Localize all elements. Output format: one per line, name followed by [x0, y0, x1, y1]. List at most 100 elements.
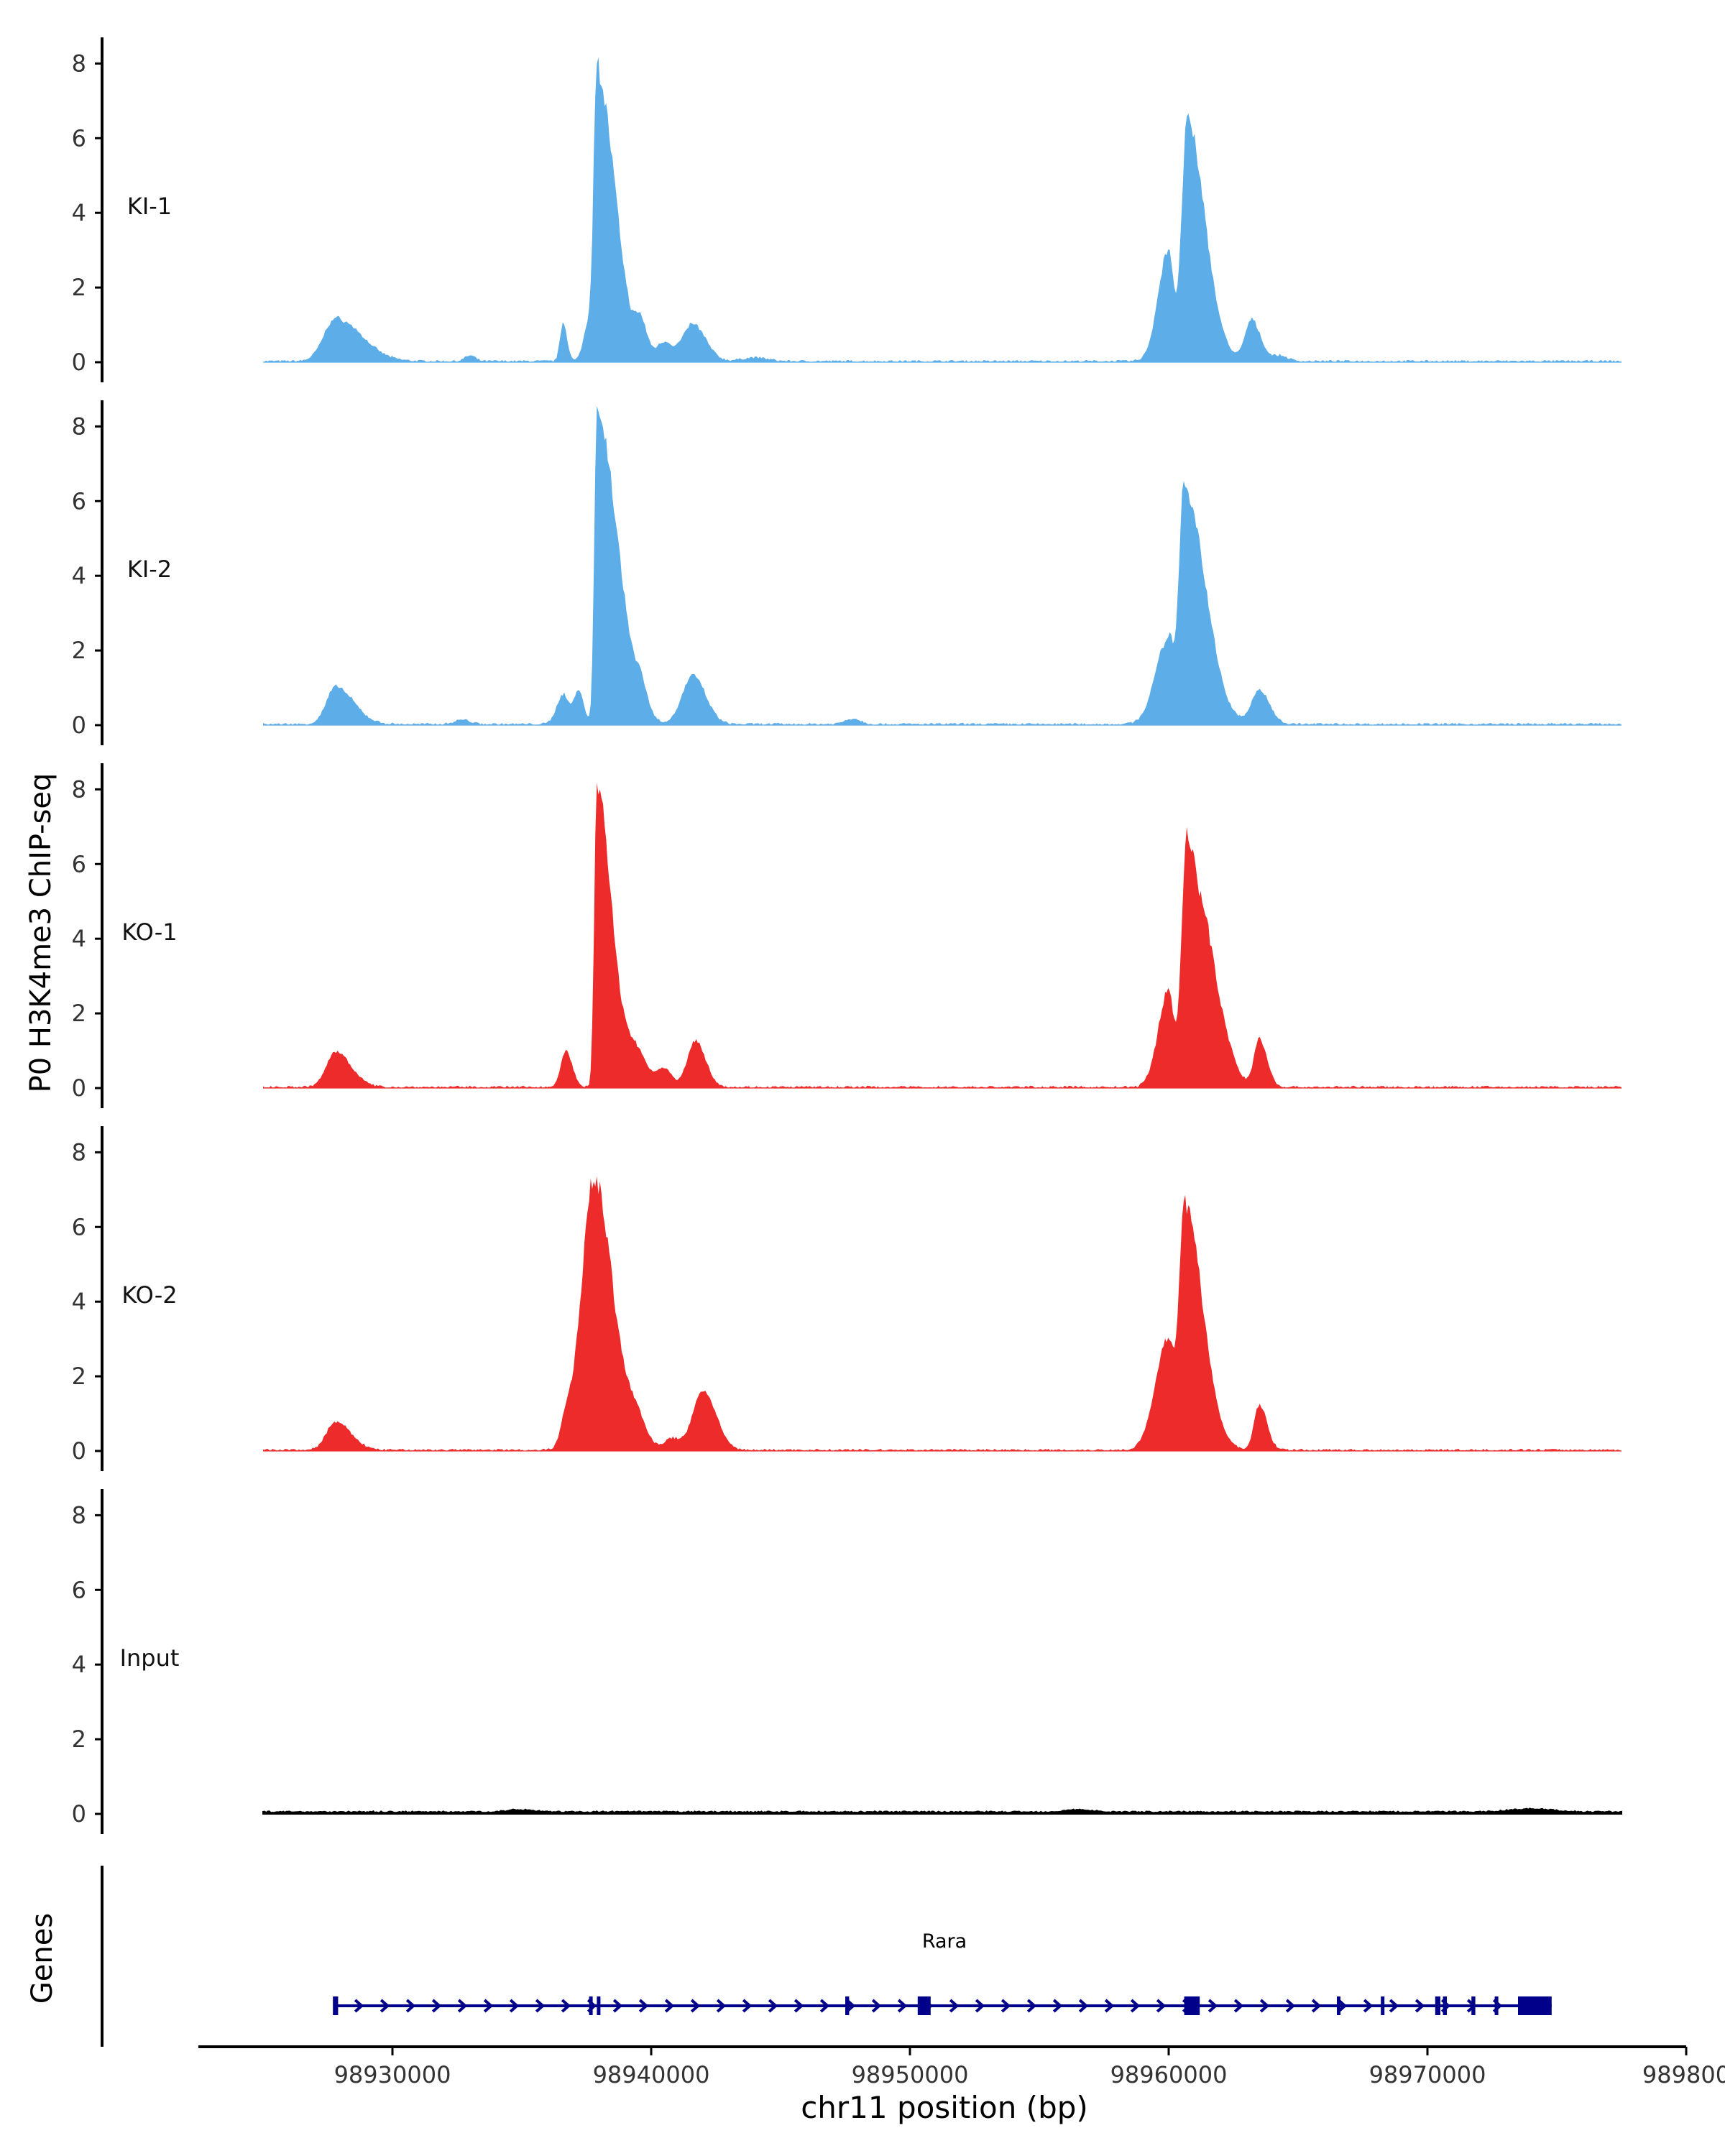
gene-exon — [1435, 1996, 1440, 2015]
y-tick-label: 8 — [72, 1138, 86, 1166]
y-axis-label: P0 H3K4me3 ChIP-seq — [24, 773, 58, 1093]
series-label: KI-1 — [127, 193, 172, 220]
strand-arrow — [1233, 1999, 1244, 2013]
strand-arrow — [664, 1999, 675, 2013]
strand-arrow — [535, 1999, 546, 2013]
genes-panel: Genes Rara — [26, 1866, 1552, 2047]
y-tick-label: 8 — [72, 1501, 86, 1529]
y-tick-label: 6 — [72, 1213, 86, 1240]
strand-arrow — [1052, 1999, 1063, 2013]
signal-area-ko-2 — [263, 1176, 1622, 1451]
y-tick-label: 6 — [72, 1576, 86, 1603]
gene-exon — [1471, 1996, 1476, 2015]
panel-ko-1: 0 2 4 6 8 KO-1 — [72, 763, 1622, 1108]
strand-arrow — [1414, 1999, 1425, 2013]
x-tick-label: 98950000 — [852, 2061, 969, 2088]
strand-arrow — [819, 1999, 830, 2013]
y-axis-title: P0 H3K4me3 ChIP-seq — [24, 773, 58, 1093]
gene-model-rara — [333, 1996, 1552, 2015]
strand-arrow — [1285, 1999, 1296, 2013]
strand-arrow — [431, 1999, 442, 2013]
gene-exon — [597, 1996, 601, 2015]
y-tick-label: 0 — [72, 349, 86, 376]
x-axis: 98930000 98940000 98950000 98960000 98970000… — [198, 2045, 1725, 2125]
y-tick-label: 8 — [72, 50, 86, 77]
y-tick-label: 0 — [72, 1800, 86, 1828]
signal-area-ki-1 — [263, 57, 1622, 363]
signal-area-ko-1 — [263, 783, 1622, 1088]
gene-exon — [845, 1996, 850, 2015]
gene-name-label: Rara — [922, 1930, 967, 1953]
series-label: KO-2 — [121, 1281, 177, 1309]
strand-arrow — [509, 1999, 520, 2013]
y-tick-label: 2 — [72, 274, 86, 301]
strand-arrow — [1389, 1999, 1399, 2013]
panel-input: 0 2 4 6 8 Input — [72, 1489, 1622, 1834]
y-tick-label: 4 — [72, 562, 86, 589]
genes-label: Genes — [26, 1913, 59, 2004]
panel-ki-2: 0 2 4 6 8 KI-2 — [72, 400, 1622, 745]
strand-arrow — [354, 1999, 364, 2013]
series-label: KO-1 — [121, 918, 177, 946]
gene-exon — [1518, 1996, 1552, 2015]
strand-arrow — [794, 1999, 804, 2013]
strand-arrow — [1363, 1999, 1374, 2013]
x-tick-label: 98960000 — [1110, 2061, 1228, 2088]
x-tick-label: 98970000 — [1369, 2061, 1486, 2088]
strand-arrow — [1156, 1999, 1167, 2013]
gene-exon — [1494, 1996, 1499, 2015]
y-tick-label: 8 — [72, 775, 86, 803]
signal-area-input — [262, 1807, 1622, 1815]
signal-panels: 0 2 4 6 8 KI-1 0 2 4 6 8 KI-2 0 2 4 6 8 KO-1 0 2 4 6 8 KO-2 0 2 4 6… — [72, 37, 1622, 1834]
y-tick-label: 8 — [72, 413, 86, 440]
strand-arrow — [612, 1999, 623, 2013]
gene-exon — [1184, 1996, 1200, 2015]
signal-area-ki-2 — [263, 405, 1622, 725]
strand-arrow — [1337, 1999, 1348, 2013]
x-tick-label: 989800 — [1642, 2061, 1725, 2088]
y-tick-label: 2 — [72, 1726, 86, 1753]
gene-exon — [1337, 1996, 1340, 2015]
strand-arrow — [405, 1999, 416, 2013]
y-tick-label: 6 — [72, 487, 86, 515]
panel-ki-1: 0 2 4 6 8 KI-1 — [72, 37, 1622, 382]
strand-arrow — [768, 1999, 778, 2013]
series-label: KI-2 — [127, 556, 172, 583]
strand-arrow — [975, 1999, 985, 2013]
strand-arrow — [1208, 1999, 1218, 2013]
series-label: Input — [120, 1644, 180, 1672]
strand-arrow — [483, 1999, 494, 2013]
y-tick-label: 4 — [72, 199, 86, 226]
x-axis-label: chr11 position (bp) — [801, 2090, 1088, 2125]
gene-exon — [917, 1996, 931, 2015]
strand-arrow — [1078, 1999, 1089, 2013]
panel-ko-2: 0 2 4 6 8 KO-2 — [72, 1126, 1622, 1471]
strand-arrow — [690, 1999, 701, 2013]
y-tick-label: 4 — [72, 1651, 86, 1678]
strand-arrow — [380, 1999, 390, 2013]
y-tick-label: 4 — [72, 925, 86, 952]
strand-arrow — [1311, 1999, 1322, 2013]
y-tick-label: 2 — [72, 1000, 86, 1027]
strand-arrow — [1104, 1999, 1115, 2013]
strand-arrow — [897, 1999, 908, 2013]
strand-arrow — [1000, 1999, 1011, 2013]
strand-arrow — [1259, 1999, 1270, 2013]
gene-exon — [1381, 1996, 1385, 2015]
strand-arrow — [1026, 1999, 1037, 2013]
y-tick-label: 0 — [72, 1437, 86, 1465]
x-tick-label: 98940000 — [593, 2061, 710, 2088]
y-tick-label: 0 — [72, 711, 86, 739]
strand-arrow — [949, 1999, 960, 2013]
gene-exon — [589, 1996, 593, 2015]
y-tick-label: 4 — [72, 1288, 86, 1315]
y-tick-label: 6 — [72, 124, 86, 152]
gene-exon — [333, 1996, 339, 2015]
strand-arrow — [1130, 1999, 1141, 2013]
strand-arrow — [716, 1999, 727, 2013]
y-tick-label: 0 — [72, 1074, 86, 1102]
strand-arrow — [561, 1999, 571, 2013]
strand-arrow — [457, 1999, 468, 2013]
strand-arrow — [742, 1999, 753, 2013]
